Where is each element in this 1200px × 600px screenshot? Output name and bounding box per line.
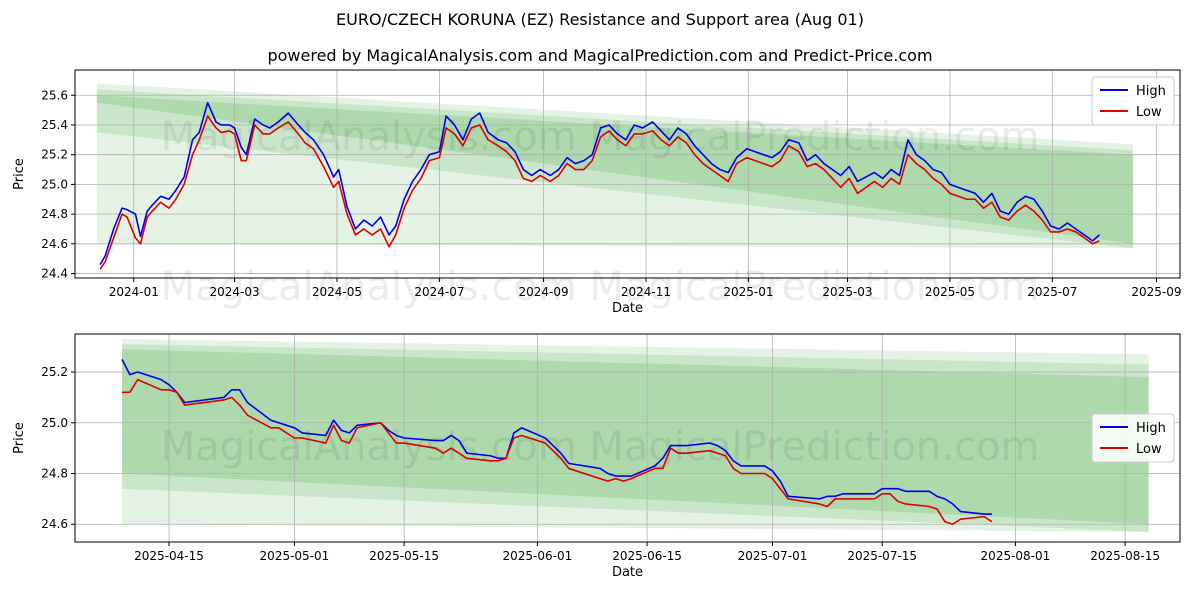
series-line-low bbox=[99, 115, 1100, 270]
chart-panel-1: MagicalAnalysis.com MagicalPrediction.co… bbox=[12, 69, 1182, 316]
y-tick-label: 25.0 bbox=[41, 416, 68, 430]
chart-subtitle: powered by MagicalAnalysis.com and Magic… bbox=[267, 46, 933, 65]
y-tick-label: 24.4 bbox=[41, 267, 68, 281]
x-tick-label: 2024-07 bbox=[414, 285, 464, 299]
x-tick-label: 2025-05-15 bbox=[369, 549, 439, 563]
support-resistance-bands bbox=[96, 83, 1133, 249]
y-tick-label: 24.8 bbox=[41, 207, 68, 221]
legend: High Low bbox=[1091, 76, 1175, 126]
x-tick-label: 2024-05 bbox=[312, 285, 362, 299]
watermark: MagicalAnalysis.com MagicalPrediction.co… bbox=[161, 424, 1040, 470]
series-line-high bbox=[121, 359, 992, 515]
legend-label-low: Low bbox=[1136, 105, 1162, 120]
plot-frame bbox=[74, 333, 1181, 543]
x-tick-label: 2025-05 bbox=[925, 285, 975, 299]
x-tick-label: 2025-01 bbox=[723, 285, 773, 299]
y-tick-label: 24.8 bbox=[41, 467, 68, 481]
x-tick-label: 2025-09 bbox=[1131, 285, 1181, 299]
band-3 bbox=[96, 95, 1133, 244]
x-axis-label: Date bbox=[612, 565, 643, 580]
series-line-high bbox=[99, 101, 1100, 266]
grid bbox=[75, 70, 1180, 278]
chart-panel-2: MagicalAnalysis.com MagicalPrediction.co… bbox=[12, 333, 1181, 580]
x-tick-label: 2024-11 bbox=[621, 285, 671, 299]
y-axis-label: Price bbox=[12, 422, 27, 454]
x-tick-label: 2025-08-01 bbox=[981, 549, 1051, 563]
x-tick-label: 2025-06-01 bbox=[503, 549, 573, 563]
legend-label-high: High bbox=[1136, 421, 1166, 436]
x-tick-label: 2025-08-15 bbox=[1090, 549, 1160, 563]
legend: High Low bbox=[1091, 413, 1175, 463]
y-tick-label: 25.4 bbox=[41, 118, 68, 132]
x-tick-label: 2025-03 bbox=[822, 285, 872, 299]
x-tick-label: 2025-07 bbox=[1027, 285, 1077, 299]
x-tick-label: 2024-09 bbox=[518, 285, 568, 299]
y-tick-label: 25.2 bbox=[41, 148, 68, 162]
x-tick-label: 2025-05-01 bbox=[260, 549, 330, 563]
y-tick-label: 25.6 bbox=[41, 88, 68, 102]
y-tick-label: 24.6 bbox=[41, 517, 68, 531]
band-2 bbox=[96, 89, 1133, 249]
x-tick-label: 2025-04-15 bbox=[134, 549, 204, 563]
x-axis-label: Date bbox=[612, 301, 643, 316]
band-2 bbox=[122, 344, 1149, 532]
series-line-low bbox=[122, 378, 993, 526]
watermark: MagicalAnalysis.com MagicalPrediction.co… bbox=[161, 264, 1040, 310]
band-3 bbox=[122, 349, 1149, 525]
y-tick-label: 25.0 bbox=[41, 177, 68, 191]
y-tick-label: 24.6 bbox=[41, 237, 68, 251]
plot-frame bbox=[74, 69, 1181, 279]
chart-title: EURO/CZECH KORUNA (EZ) Resistance and Su… bbox=[336, 10, 864, 29]
x-tick-label: 2025-07-01 bbox=[738, 549, 808, 563]
y-tick-label: 25.2 bbox=[41, 365, 68, 379]
band-1 bbox=[122, 339, 1149, 532]
support-resistance-bands bbox=[122, 339, 1149, 532]
legend-label-high: High bbox=[1136, 84, 1166, 99]
grid bbox=[75, 334, 1180, 542]
legend-label-low: Low bbox=[1136, 442, 1162, 457]
y-axis-label: Price bbox=[12, 158, 27, 190]
x-tick-label: 2025-07-15 bbox=[847, 549, 917, 563]
x-tick-label: 2024-03 bbox=[209, 285, 259, 299]
x-tick-label: 2024-01 bbox=[109, 285, 159, 299]
x-tick-label: 2025-06-15 bbox=[612, 549, 682, 563]
